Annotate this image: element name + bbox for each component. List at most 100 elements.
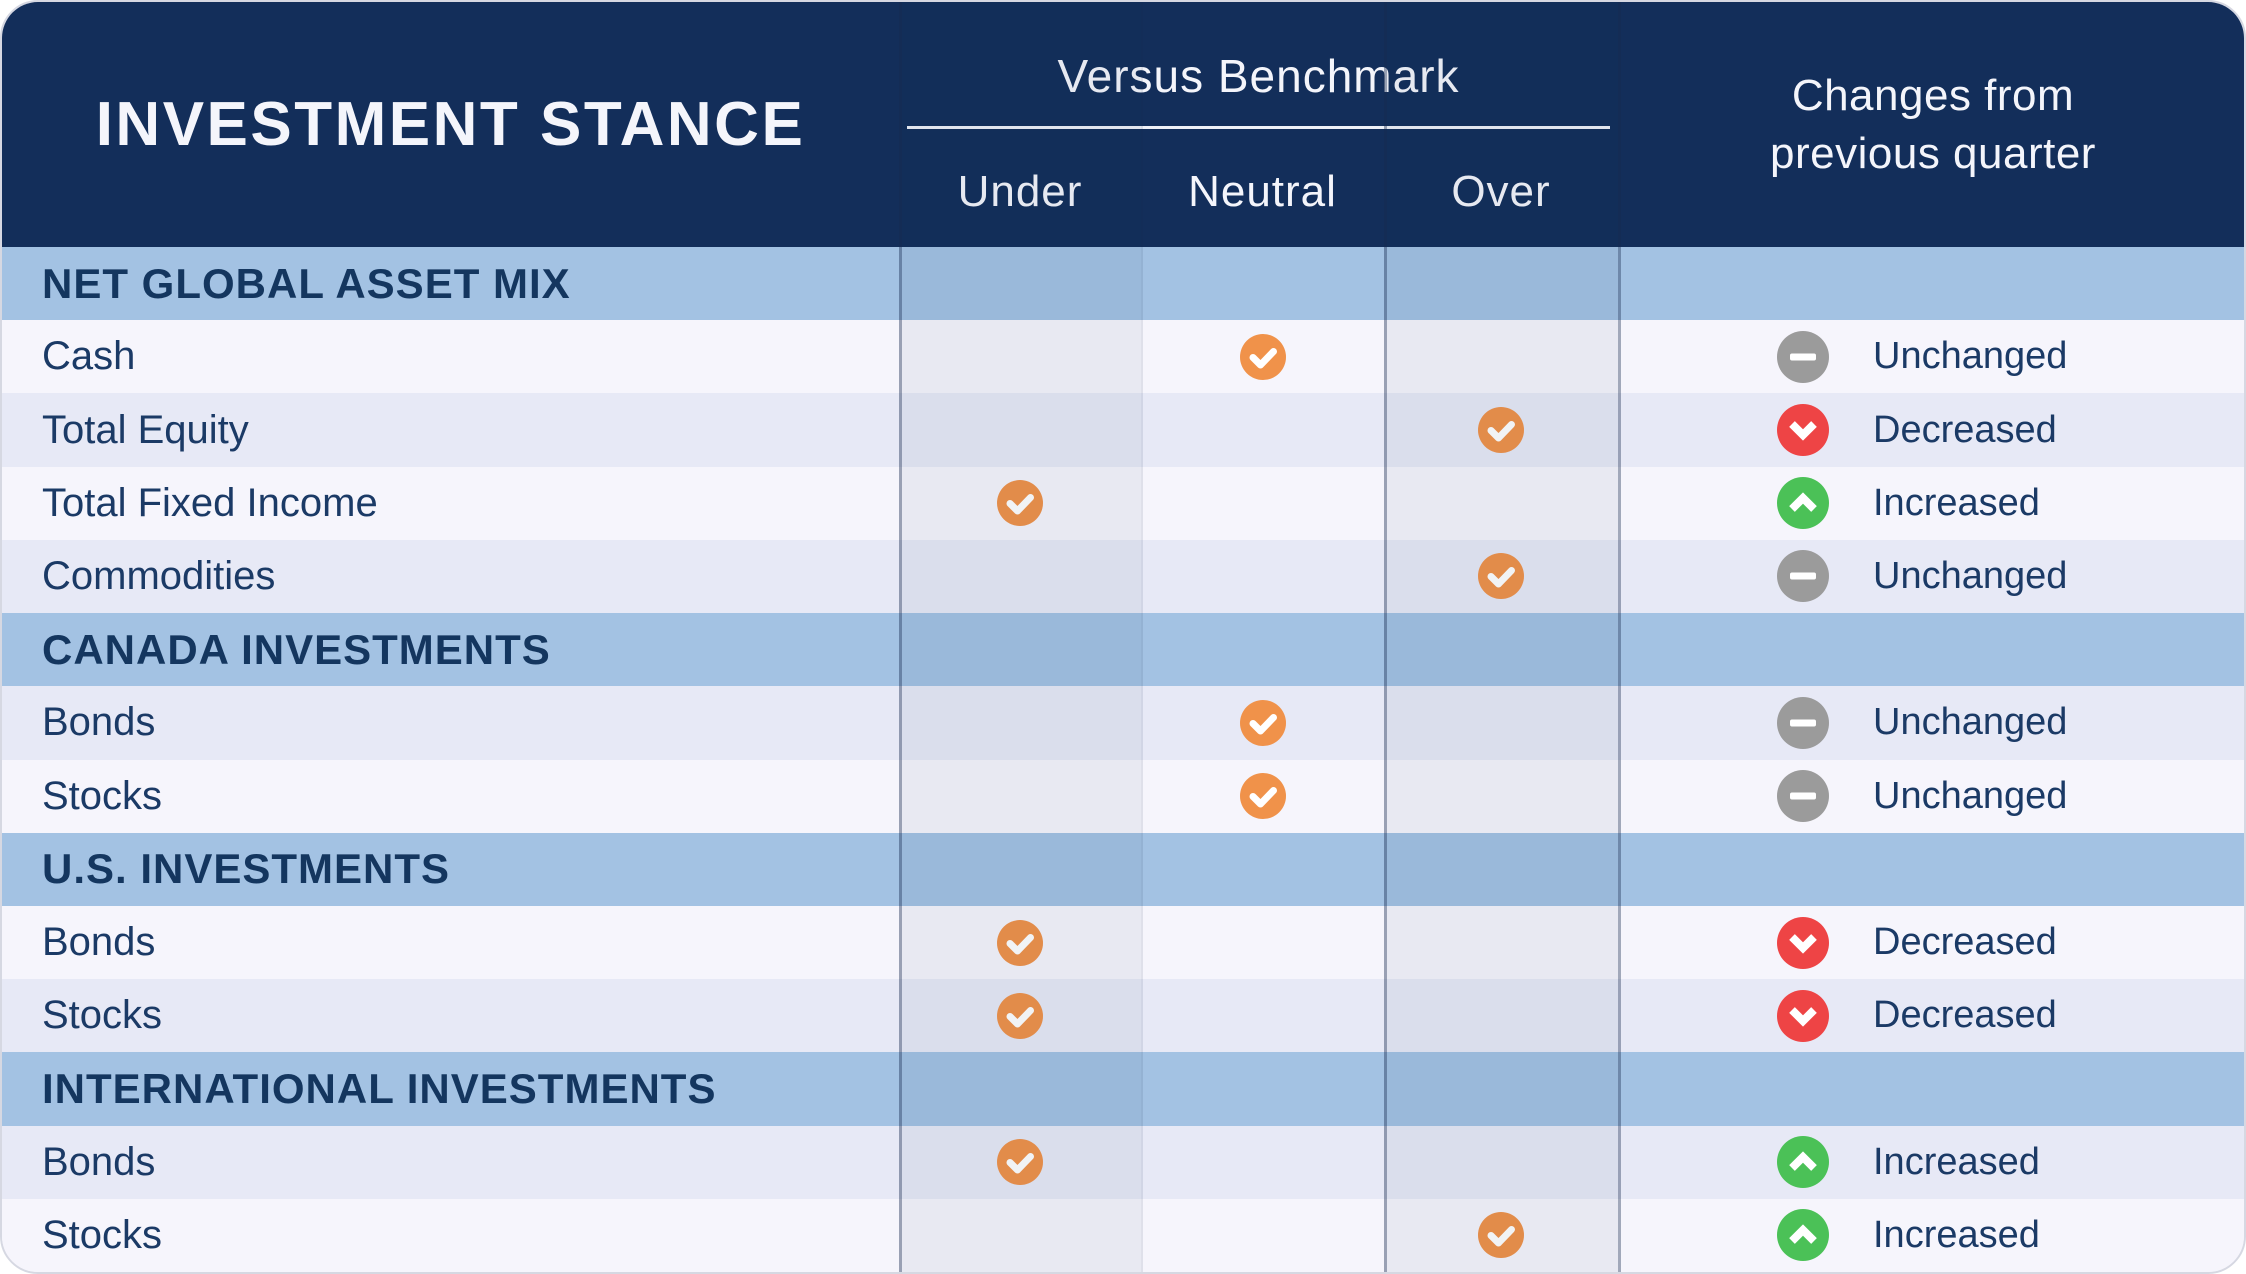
increased-icon: [1777, 477, 1829, 530]
change-cell: Unchanged: [1618, 320, 2244, 393]
unchanged-icon: [1777, 696, 1829, 749]
neutral-cell: [1141, 1126, 1384, 1199]
increased-icon: [1777, 1136, 1829, 1189]
under-cell: [899, 1199, 1141, 1272]
versus-benchmark-header: Versus Benchmark Under Neutral Over: [899, 2, 1618, 247]
check-icon: [997, 1139, 1043, 1186]
neutral-cell: [1141, 686, 1384, 759]
asset-row: Total Fixed Income Increased: [2, 466, 2244, 540]
neutral-cell: [1141, 393, 1384, 466]
section-label-cell: NET GLOBAL ASSET MIX: [2, 247, 899, 320]
check-icon: [997, 992, 1043, 1039]
asset-label-cell: Cash: [2, 320, 899, 393]
asset-label-cell: Bonds: [2, 686, 899, 759]
under-cell: [899, 760, 1141, 833]
decreased-icon: [1777, 916, 1829, 969]
under-cell: [899, 320, 1141, 393]
section-label-cell: U.S. INVESTMENTS: [2, 833, 899, 906]
neutral-cell: [1141, 906, 1384, 979]
section-title: CANADA INVESTMENTS: [42, 625, 551, 673]
change-label: Decreased: [1873, 921, 2057, 964]
section-title: NET GLOBAL ASSET MIX: [42, 259, 571, 307]
under-cell: [899, 467, 1141, 540]
section-title: U.S. INVESTMENTS: [42, 845, 451, 893]
decreased-icon: [1777, 989, 1829, 1042]
change-cell: Unchanged: [1618, 686, 2244, 759]
under-cell: [899, 1126, 1141, 1199]
change-label: Decreased: [1873, 994, 2057, 1037]
asset-label-cell: Stocks: [2, 1199, 899, 1272]
check-icon: [1239, 699, 1286, 746]
check-icon: [1478, 407, 1524, 454]
asset-label: Cash: [42, 334, 136, 379]
decreased-icon: [1777, 404, 1829, 457]
section-title: INTERNATIONAL INVESTMENTS: [42, 1065, 717, 1113]
asset-label: Bonds: [42, 700, 156, 745]
benchmark-subcolumns: Under Neutral Over: [899, 147, 1618, 237]
change-cell: Unchanged: [1618, 760, 2244, 833]
under-cell: [899, 979, 1141, 1052]
section-label-cell: CANADA INVESTMENTS: [2, 613, 899, 686]
asset-row: Total Equity Decreased: [2, 393, 2244, 467]
changes-column-label: Changes from previous quarter: [1770, 71, 2096, 178]
asset-label: Commodities: [42, 553, 276, 598]
over-cell: [1384, 1199, 1618, 1272]
title-cell: INVESTMENT STANCE: [2, 2, 899, 247]
header-underline: [907, 126, 1610, 129]
asset-label-cell: Stocks: [2, 979, 899, 1052]
asset-row: Bonds Unchanged: [2, 686, 2244, 760]
change-cell: Decreased: [1618, 979, 2244, 1052]
asset-row: Bonds Decreased: [2, 905, 2244, 980]
table-body: NET GLOBAL ASSET MIX Cash Unchanged Total E…: [2, 247, 2244, 1272]
over-cell: [1384, 467, 1618, 540]
change-label: Decreased: [1873, 408, 2057, 451]
section-row: INTERNATIONAL INVESTMENTS: [2, 1052, 2244, 1126]
check-icon: [1239, 773, 1286, 820]
check-icon: [997, 480, 1043, 527]
change-cell: Increased: [1618, 1199, 2244, 1272]
under-cell: [899, 540, 1141, 613]
change-label: Unchanged: [1873, 774, 2068, 817]
asset-label-cell: Total Equity: [2, 393, 899, 466]
asset-label: Total Fixed Income: [42, 480, 378, 525]
section-row: NET GLOBAL ASSET MIX: [2, 247, 2244, 321]
neutral-cell: [1141, 320, 1384, 393]
section-label-cell: INTERNATIONAL INVESTMENTS: [2, 1052, 899, 1125]
asset-label-cell: Commodities: [2, 540, 899, 613]
change-cell: Increased: [1618, 467, 2244, 540]
neutral-cell: [1141, 1199, 1384, 1272]
unchanged-icon: [1777, 330, 1829, 383]
asset-row: Stocks Increased: [2, 1198, 2244, 1272]
check-icon: [997, 919, 1043, 966]
increased-icon: [1777, 1209, 1829, 1262]
change-label: Unchanged: [1873, 701, 2068, 744]
asset-label: Stocks: [42, 993, 163, 1038]
check-icon: [1478, 553, 1524, 600]
over-cell: [1384, 320, 1618, 393]
over-cell: [1384, 906, 1618, 979]
neutral-cell: [1141, 467, 1384, 540]
check-icon: [1239, 333, 1286, 380]
asset-label: Stocks: [42, 1212, 163, 1257]
over-cell: [1384, 760, 1618, 833]
versus-benchmark-label: Versus Benchmark: [1057, 50, 1460, 102]
column-header-under: Under: [957, 167, 1083, 216]
change-cell: Decreased: [1618, 906, 2244, 979]
asset-label-cell: Bonds: [2, 1126, 899, 1199]
neutral-cell: [1141, 760, 1384, 833]
asset-label: Stocks: [42, 773, 163, 818]
change-label: Increased: [1873, 481, 2040, 524]
asset-row: Stocks Decreased: [2, 979, 2244, 1053]
section-row: U.S. INVESTMENTS: [2, 832, 2244, 906]
page-title: INVESTMENT STANCE: [95, 90, 806, 159]
change-cell: Unchanged: [1618, 540, 2244, 613]
unchanged-icon: [1777, 550, 1829, 603]
asset-row: Commodities Unchanged: [2, 539, 2244, 614]
asset-label-cell: Stocks: [2, 760, 899, 833]
asset-label: Total Equity: [42, 407, 249, 452]
asset-label-cell: Bonds: [2, 906, 899, 979]
change-label: Unchanged: [1873, 554, 2068, 597]
over-cell: [1384, 686, 1618, 759]
change-label: Unchanged: [1873, 335, 2068, 378]
